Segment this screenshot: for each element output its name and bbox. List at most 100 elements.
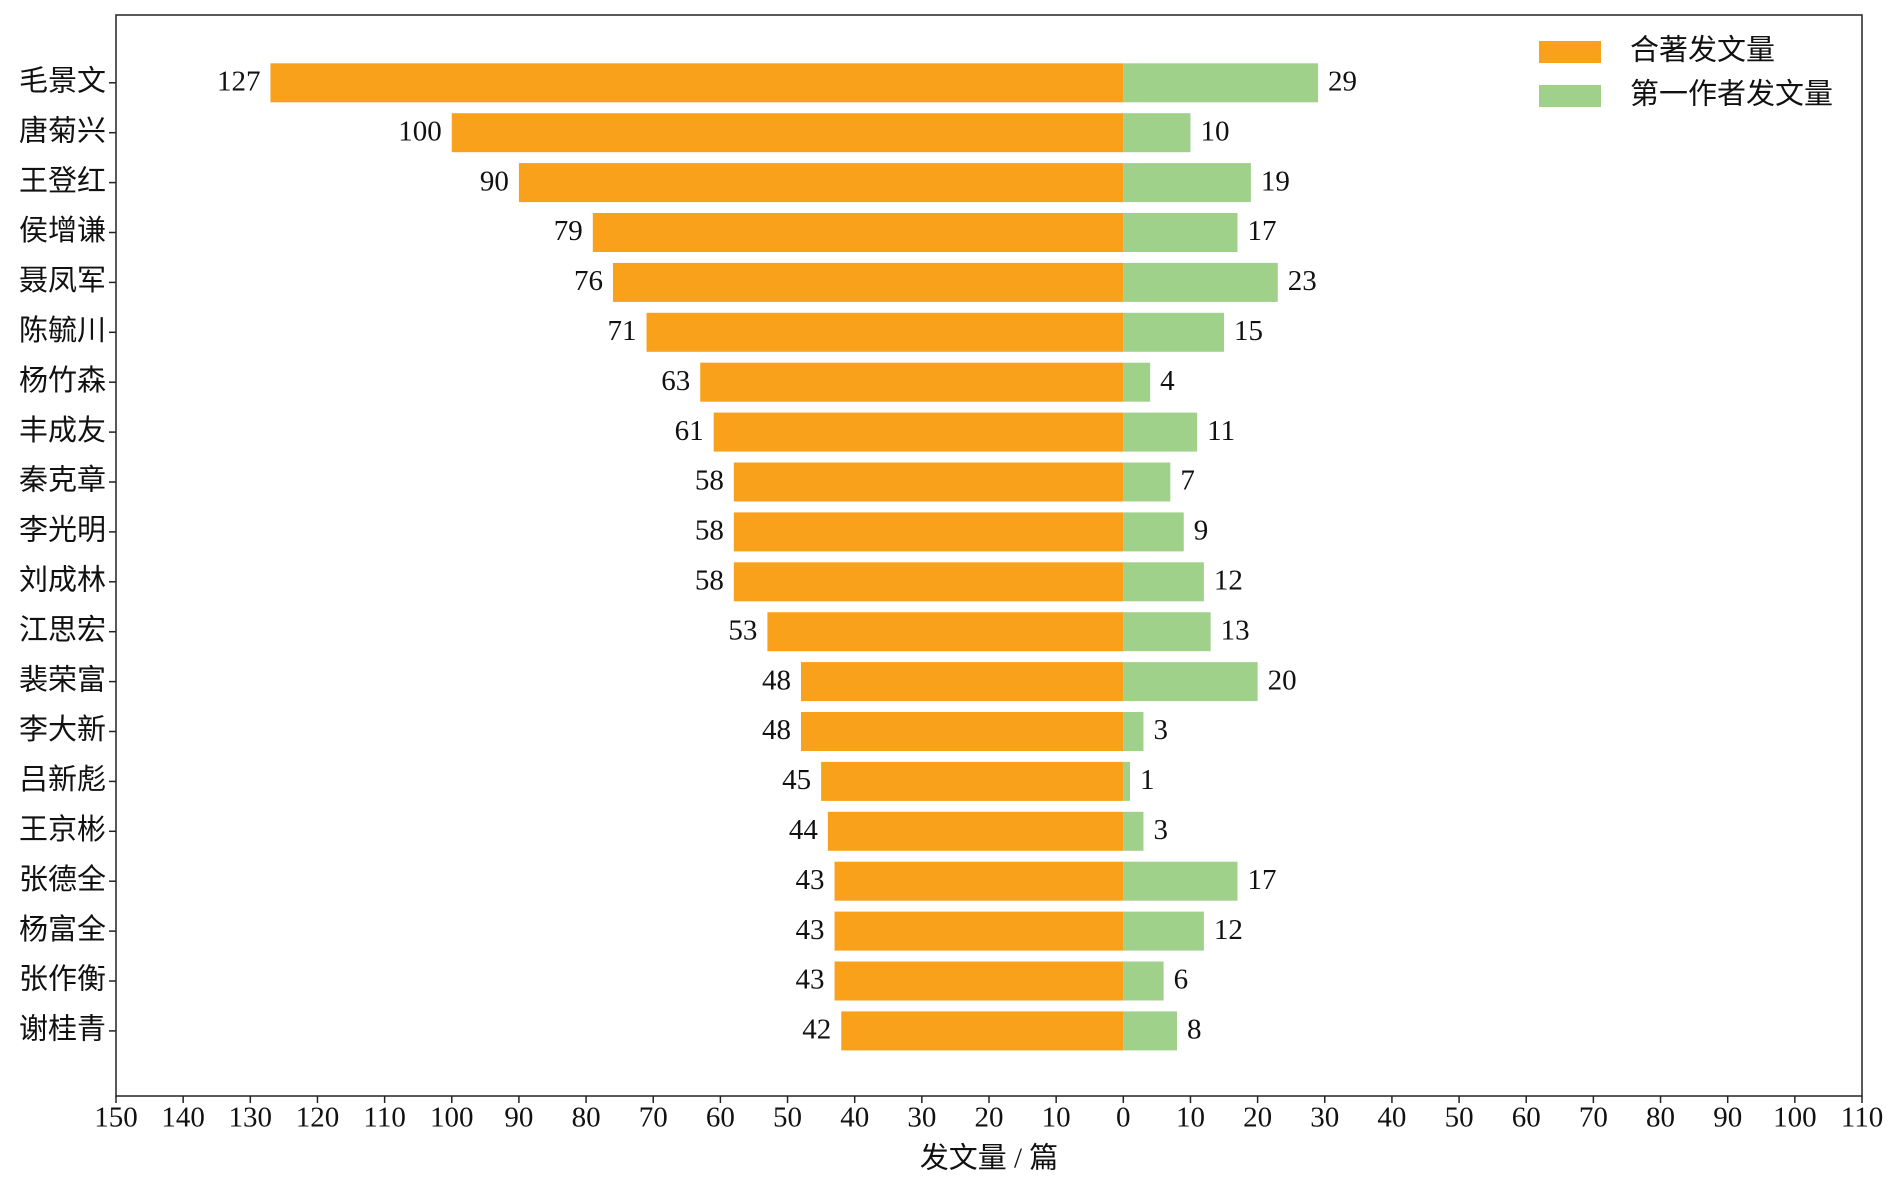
y-tick-label: 秦克章 (19, 464, 106, 497)
bar (827, 811, 1124, 851)
bar-value-label: 12 (1214, 564, 1243, 596)
x-tick-label: 20 (1243, 1102, 1272, 1134)
y-tick-label: 张德全 (19, 863, 106, 896)
bar-value-label: 61 (675, 415, 704, 447)
y-tick-label: 毛景文 (19, 64, 106, 97)
bar-value-label: 3 (1153, 814, 1168, 846)
x-tick-label: 30 (907, 1102, 936, 1134)
bar-value-label: 12 (1214, 914, 1243, 946)
bar-value-label: 79 (554, 215, 583, 247)
y-tick-label: 李光明 (19, 514, 106, 547)
x-tick-label: 60 (706, 1102, 735, 1134)
y-tick-label: 杨富全 (19, 913, 106, 946)
legend-label: 第一作者发文量 (1630, 78, 1833, 111)
bar-value-label: 20 (1268, 664, 1297, 696)
bar (518, 163, 1124, 203)
x-tick-label: 10 (1042, 1102, 1071, 1134)
bar (1123, 312, 1225, 352)
bar-value-label: 53 (728, 614, 757, 646)
bar-value-label: 71 (608, 315, 637, 347)
y-tick-label: 江思宏 (19, 613, 106, 646)
x-tick-label: 140 (161, 1102, 205, 1134)
x-tick-label: 20 (975, 1102, 1004, 1134)
bar (1123, 163, 1251, 203)
x-tick-label: 120 (296, 1102, 340, 1134)
bar-value-label: 17 (1247, 215, 1276, 247)
bar (1123, 412, 1198, 452)
bar (1123, 761, 1131, 801)
bar (834, 961, 1124, 1001)
bar-value-label: 19 (1261, 165, 1290, 197)
y-tick-label: 唐菊兴 (19, 114, 106, 147)
bar-value-label: 17 (1247, 864, 1276, 896)
bar (592, 213, 1124, 252)
bar (1123, 1011, 1178, 1051)
x-tick-label: 100 (430, 1102, 474, 1134)
x-tick-label: 80 (1646, 1102, 1675, 1134)
x-tick-label: 110 (1841, 1102, 1883, 1134)
bar (1123, 213, 1238, 252)
bar-value-label: 1 (1140, 764, 1155, 796)
bar-value-label: 63 (661, 365, 690, 397)
bar (1123, 113, 1191, 153)
y-tick-label: 陈毓川 (19, 314, 106, 347)
x-tick-label: 30 (1310, 1102, 1339, 1134)
bar-value-label: 23 (1288, 265, 1317, 297)
bar (270, 63, 1124, 103)
bar-value-label: 8 (1187, 1014, 1202, 1046)
bar-value-label: 43 (796, 864, 825, 896)
x-axis-label: 发文量 / 篇 (920, 1142, 1059, 1175)
bar-value-label: 76 (574, 265, 603, 297)
bar (834, 911, 1124, 951)
bar (800, 662, 1124, 702)
bar (1123, 612, 1211, 652)
bar-value-label: 13 (1221, 614, 1250, 646)
bar (713, 412, 1124, 452)
x-tick-label: 90 (504, 1102, 533, 1134)
x-tick-label: 50 (773, 1102, 802, 1134)
bar-value-label: 58 (695, 465, 724, 497)
bar (612, 262, 1124, 302)
bar-value-label: 48 (762, 714, 791, 746)
x-tick-label: 10 (1176, 1102, 1205, 1134)
bar (1123, 512, 1184, 552)
bar-value-label: 100 (398, 115, 442, 147)
bar (821, 761, 1124, 801)
bar-value-label: 6 (1174, 964, 1189, 996)
y-tick-label: 谢桂青 (19, 1013, 106, 1046)
bar (1123, 811, 1144, 851)
x-tick-label: 0 (1116, 1102, 1131, 1134)
bar (1123, 662, 1258, 702)
bar (1123, 562, 1204, 602)
bar-value-label: 11 (1207, 415, 1235, 447)
x-tick-label: 110 (363, 1102, 405, 1134)
bar (1123, 462, 1171, 502)
x-tick-label: 70 (1579, 1102, 1608, 1134)
x-tick-label: 80 (572, 1102, 601, 1134)
bar (1123, 861, 1238, 901)
y-tick-label: 杨竹森 (19, 364, 106, 397)
bar (1123, 712, 1144, 751)
bar (733, 462, 1124, 502)
bar-value-label: 29 (1328, 65, 1357, 97)
y-tick-label: 王登红 (19, 164, 106, 197)
y-tick-label: 张作衡 (19, 963, 106, 996)
y-tick-label: 王京彬 (19, 813, 106, 846)
bar (767, 612, 1124, 652)
y-tick-label: 李大新 (19, 713, 106, 746)
bar (1123, 911, 1204, 951)
bar-value-label: 43 (796, 964, 825, 996)
x-tick-label: 150 (94, 1102, 138, 1134)
bar-value-label: 4 (1160, 365, 1175, 397)
bar (1123, 961, 1164, 1001)
bar (800, 712, 1124, 751)
y-tick-label: 丰成友 (19, 414, 106, 447)
bar (1123, 262, 1278, 302)
x-tick-label: 100 (1773, 1102, 1817, 1134)
x-tick-label: 60 (1512, 1102, 1541, 1134)
bar-value-label: 15 (1234, 315, 1263, 347)
bar-value-label: 48 (762, 664, 791, 696)
bar-value-label: 9 (1194, 515, 1209, 547)
x-tick-label: 50 (1445, 1102, 1474, 1134)
